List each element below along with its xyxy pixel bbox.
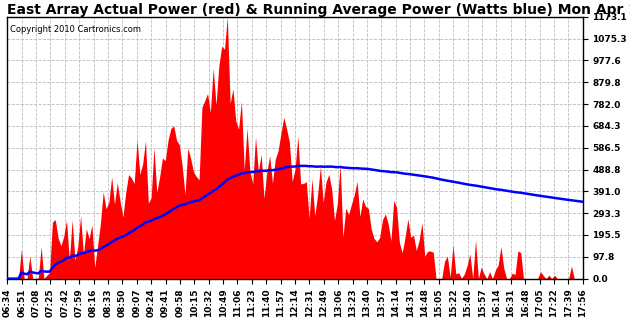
Text: Copyright 2010 Cartronics.com: Copyright 2010 Cartronics.com (10, 25, 141, 34)
Text: East Array Actual Power (red) & Running Average Power (Watts blue) Mon Apr 12 18: East Array Actual Power (red) & Running … (8, 3, 630, 17)
